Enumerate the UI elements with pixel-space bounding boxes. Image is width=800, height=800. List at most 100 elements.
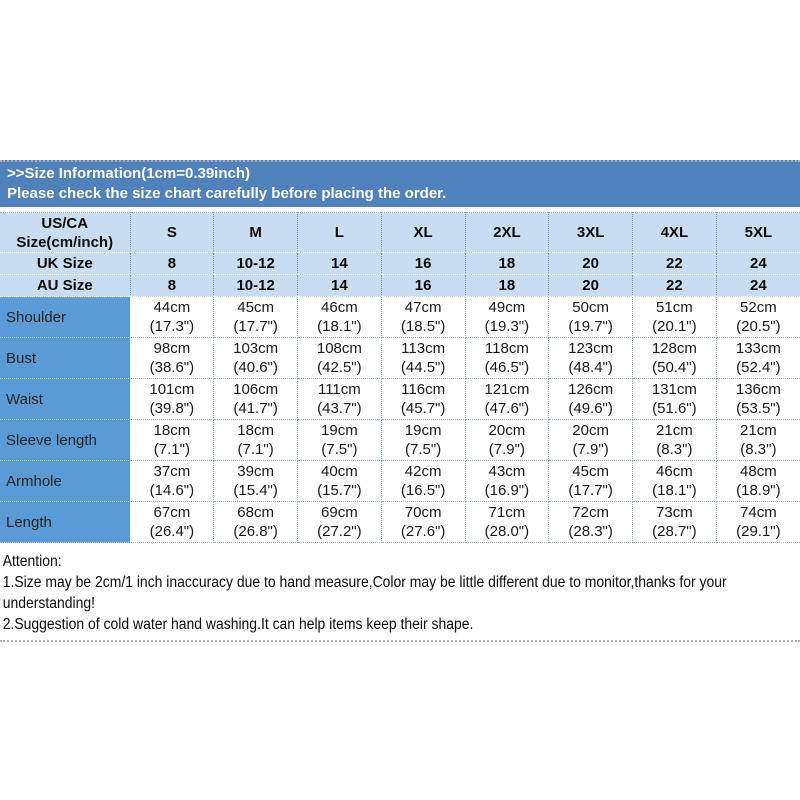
size-column-header: L [297, 212, 382, 253]
corner-cell: US/CA Size(cm/inch) [0, 212, 131, 253]
measurement-value: 116cm (45.7") [381, 378, 466, 420]
size-info-header: >>Size Information(1cm=0.39inch) Please … [0, 160, 800, 207]
measurement-value: 71cm (28.0") [465, 501, 550, 543]
region-size-label: UK Size [0, 252, 131, 275]
measurement-label: Waist [0, 378, 131, 420]
measurement-value: 39cm (15.4") [213, 460, 298, 502]
measurement-value: 73cm (28.7") [632, 501, 717, 543]
corner-label-line2: Size(cm/inch) [16, 233, 114, 251]
bottom-divider [0, 640, 800, 642]
size-column-header: XL [381, 212, 466, 253]
region-size-value: 18 [465, 252, 550, 275]
attention-section: Attention: 1.Size may be 2cm/1 inch inac… [0, 551, 800, 635]
measurement-label: Length [0, 501, 131, 543]
region-size-value: 24 [716, 252, 800, 275]
measurement-value: 20cm (7.9") [465, 419, 550, 461]
region-size-value: 14 [297, 252, 382, 275]
region-size-value: 8 [130, 274, 215, 297]
measurement-value: 19cm (7.5") [381, 419, 466, 461]
measurement-value: 106cm (41.7") [213, 378, 298, 420]
region-size-value: 22 [632, 252, 717, 275]
measurement-value: 18cm (7.1") [130, 419, 215, 461]
region-size-value: 16 [381, 274, 466, 297]
measurement-row: Waist 101cm (39.8") 106cm (41.7") 111cm (43… [0, 378, 800, 420]
measurement-value: 101cm (39.8") [130, 378, 215, 420]
region-size-value: 18 [465, 274, 550, 297]
measurement-value: 67cm (26.4") [130, 501, 215, 543]
measurement-value: 42cm (16.5") [381, 460, 466, 502]
measurement-value: 21cm (8.3") [716, 419, 800, 461]
measurement-label: Armhole [0, 460, 131, 502]
region-size-value: 16 [381, 252, 466, 275]
measurement-row: Armhole 37cm (14.6") 39cm (15.4") 40cm (15.… [0, 460, 800, 502]
measurement-value: 18cm (7.1") [213, 419, 298, 461]
region-size-value: 24 [716, 274, 800, 297]
measurement-value: 113cm (44.5") [381, 337, 466, 379]
region-size-value: 20 [548, 252, 633, 275]
region-size-value: 10-12 [213, 274, 298, 297]
measurement-row: Length 67cm (26.4") 68cm (26.8") 69cm (27.2… [0, 501, 800, 543]
region-size-value: 22 [632, 274, 717, 297]
measurement-value: 128cm (50.4") [632, 337, 717, 379]
measurement-label: Sleeve length [0, 419, 131, 461]
measurement-value: 47cm (18.5") [381, 296, 466, 338]
measurement-value: 45cm (17.7") [213, 296, 298, 338]
measurement-value: 133cm (52.4") [716, 337, 800, 379]
region-size-value: 20 [548, 274, 633, 297]
region-size-value: 14 [297, 274, 382, 297]
measurement-value: 43cm (16.9") [465, 460, 550, 502]
measurement-value: 49cm (19.3") [465, 296, 550, 338]
top-whitespace [0, 0, 800, 160]
measurement-value: 19cm (7.5") [297, 419, 382, 461]
measurement-value: 118cm (46.5") [465, 337, 550, 379]
size-info-title: >>Size Information(1cm=0.39inch) [7, 165, 250, 182]
corner-label-line1: US/CA [41, 214, 89, 232]
measurement-value: 111cm (43.7") [297, 378, 382, 420]
measurement-value: 108cm (42.5") [297, 337, 382, 379]
size-column-header: 3XL [548, 212, 633, 253]
measurement-row: Shoulder 44cm (17.3") 45cm (17.7") 46cm (18… [0, 296, 800, 338]
measurement-label: Shoulder [0, 296, 131, 338]
measurement-value: 52cm (20.5") [716, 296, 800, 338]
size-header-row: US/CA Size(cm/inch) S M L XL 2XL 3XL 4XL 5XL [0, 212, 800, 253]
region-size-row: UK Size 8 10-12 14 16 18 20 22 24 [0, 252, 800, 275]
measurement-value: 131cm (51.6") [632, 378, 717, 420]
size-info-subtitle: Please check the size chart carefully be… [7, 185, 447, 202]
measurement-value: 46cm (18.1") [297, 296, 382, 338]
attention-heading: Attention: [2, 553, 62, 570]
measurement-value: 98cm (38.6") [130, 337, 215, 379]
measurement-value: 136cm (53.5") [716, 378, 800, 420]
region-size-value: 10-12 [213, 252, 298, 275]
size-column-header: M [213, 212, 298, 253]
measurement-value: 70cm (27.6") [381, 501, 466, 543]
measurement-value: 69cm (27.2") [297, 501, 382, 543]
size-column-header: S [130, 212, 215, 253]
size-column-header: 2XL [465, 212, 550, 253]
attention-note-1: 1.Size may be 2cm/1 inch inaccuracy due … [2, 574, 727, 612]
measurement-value: 126cm (49.6") [548, 378, 633, 420]
measurement-value: 48cm (18.9") [716, 460, 800, 502]
measurement-value: 68cm (26.8") [213, 501, 298, 543]
region-size-row: AU Size 8 10-12 14 16 18 20 22 24 [0, 274, 800, 297]
measurement-value: 46cm (18.1") [632, 460, 717, 502]
measurement-value: 121cm (47.6") [465, 378, 550, 420]
size-column-header: 5XL [716, 212, 800, 253]
measurement-row: Sleeve length 18cm (7.1") 18cm (7.1") 19cm … [0, 419, 800, 461]
size-column-header: 4XL [632, 212, 717, 253]
attention-note-2: 2.Suggestion of cold water hand washing.… [2, 616, 474, 633]
measurement-value: 21cm (8.3") [632, 419, 717, 461]
region-size-value: 8 [130, 252, 215, 275]
measurement-value: 45cm (17.7") [548, 460, 633, 502]
measurement-value: 20cm (7.9") [548, 419, 633, 461]
region-size-label: AU Size [0, 274, 131, 297]
measurement-row: Bust 98cm (38.6") 103cm (40.6") 108cm (42.5… [0, 337, 800, 379]
measurement-value: 123cm (48.4") [548, 337, 633, 379]
measurement-label: Bust [0, 337, 131, 379]
measurement-value: 74cm (29.1") [716, 501, 800, 543]
measurement-value: 51cm (20.1") [632, 296, 717, 338]
measurement-value: 103cm (40.6") [213, 337, 298, 379]
measurement-value: 44cm (17.3") [130, 296, 215, 338]
measurement-value: 40cm (15.7") [297, 460, 382, 502]
measurement-value: 72cm (28.3") [548, 501, 633, 543]
